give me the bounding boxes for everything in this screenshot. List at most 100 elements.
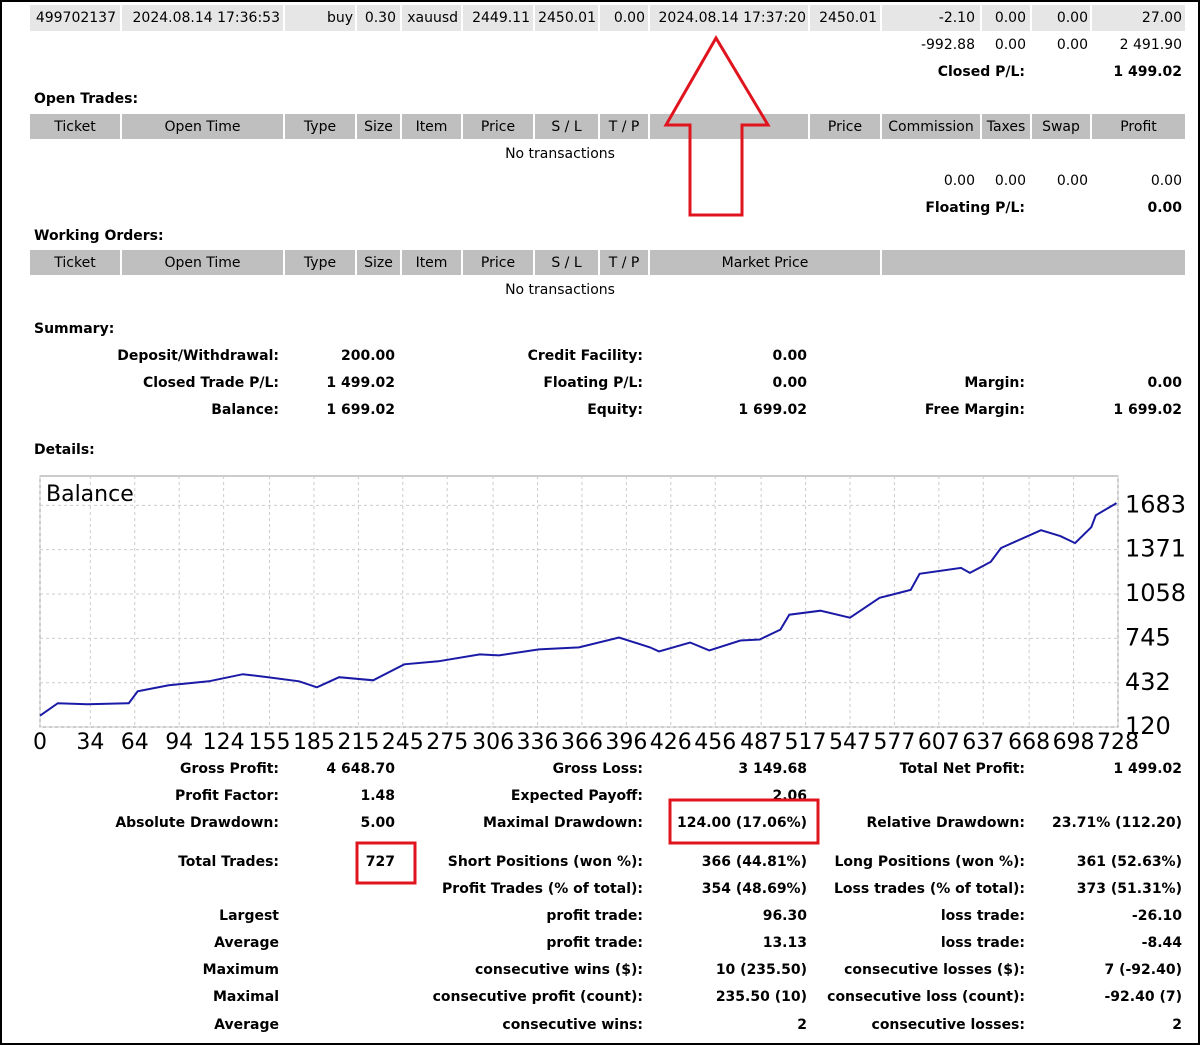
- header-text: S / L: [551, 255, 582, 271]
- stat-label: Equity:: [587, 402, 643, 418]
- y-tick-label: 120: [1125, 712, 1171, 740]
- stat-label: Free Margin:: [925, 402, 1025, 418]
- pl-label: Floating P/L:: [925, 200, 1025, 216]
- x-tick-label: 185: [293, 730, 335, 755]
- stat-value: 200.00: [341, 348, 395, 364]
- cell: buy: [327, 10, 353, 26]
- y-tick-label: 1058: [1125, 579, 1186, 607]
- annotation-box: [668, 798, 820, 845]
- stat-label: Profit Trades (% of total):: [442, 881, 643, 897]
- header-cell: [535, 114, 598, 139]
- x-tick-label: 517: [785, 730, 827, 755]
- header-text: Commission: [888, 119, 973, 135]
- stat-label: Expected Payoff:: [511, 788, 643, 804]
- stat-label: Floating P/L:: [543, 375, 643, 391]
- x-tick-label: 698: [1053, 730, 1095, 755]
- stat-value: 2: [1172, 1017, 1182, 1033]
- stat-value: 0.00: [772, 348, 807, 364]
- annotation-box: [355, 841, 417, 885]
- pl-label: Closed P/L:: [938, 64, 1025, 80]
- y-tick-label: 745: [1125, 623, 1171, 651]
- backgrounds: [30, 5, 1185, 275]
- header-cell: [600, 114, 648, 139]
- x-tick-label: 0: [33, 730, 47, 755]
- empty-note: No transactions: [505, 146, 615, 162]
- stat-value: 0.00: [1147, 375, 1182, 391]
- x-tick-label: 34: [76, 730, 104, 755]
- stat-value: 7 (-92.40): [1104, 962, 1182, 978]
- stat-label: Credit Facility:: [528, 348, 643, 364]
- stat-label: Maximal: [213, 989, 279, 1005]
- total-cell: 0.00: [995, 173, 1026, 189]
- header-text: Item: [416, 255, 448, 271]
- stat-value: -92.40 (7): [1104, 989, 1182, 1005]
- stat-label: Profit Factor:: [175, 788, 279, 804]
- x-tick-label: 94: [165, 730, 193, 755]
- header-cell: [535, 250, 598, 275]
- cell: 0.30: [365, 10, 396, 26]
- x-tick-label: 124: [203, 730, 245, 755]
- stat-label: Absolute Drawdown:: [115, 815, 279, 831]
- header-text: S / L: [551, 119, 582, 135]
- stat-value: 10 (235.50): [716, 962, 807, 978]
- stat-value: 2.06: [772, 788, 807, 804]
- stat-value: 0.00: [772, 375, 807, 391]
- stat-value: 23.71% (112.20): [1052, 815, 1182, 831]
- cell: 0.00: [614, 10, 645, 26]
- x-tick-label: 668: [1008, 730, 1050, 755]
- stat-value: 1 499.02: [1113, 761, 1182, 777]
- total-cell: 0.00: [1151, 173, 1182, 189]
- header-cell: [650, 250, 880, 275]
- header-cell: [882, 250, 1185, 275]
- stat-value: 354 (48.69%): [702, 881, 807, 897]
- header-text: Type: [303, 255, 336, 271]
- header-cell: [810, 114, 880, 139]
- stat-value: 1 699.02: [326, 402, 395, 418]
- header-text: Price: [828, 119, 862, 135]
- chart-title: Balance: [46, 482, 134, 507]
- y-tick-label: 1371: [1125, 535, 1186, 563]
- header-text: Size: [364, 255, 393, 271]
- stat-label: Gross Loss:: [553, 761, 643, 777]
- total-cell: 0.00: [995, 37, 1026, 53]
- plot-area: [39, 475, 1119, 728]
- header-cell: [882, 114, 980, 139]
- header-text: Market Price: [722, 255, 809, 271]
- header-text: Open Time: [164, 119, 240, 135]
- stat-label: Average: [214, 1017, 279, 1033]
- x-tick-label: 577: [873, 730, 915, 755]
- stat-value: 1 699.02: [1113, 402, 1182, 418]
- header-cell: [285, 250, 355, 275]
- header-cell: [463, 114, 533, 139]
- stat-label: Average: [214, 935, 279, 951]
- header-text: Taxes: [986, 119, 1026, 135]
- stat-value: 124.00 (17.06%): [677, 815, 807, 831]
- header-cell: [402, 114, 461, 139]
- stat-value: 727: [366, 854, 395, 870]
- cell: 2450.01: [819, 10, 877, 26]
- header-cell: [982, 114, 1030, 139]
- header-cell: [1032, 114, 1090, 139]
- stat-value: 2: [797, 1017, 807, 1033]
- stat-label: loss trade:: [941, 935, 1025, 951]
- stat-label: consecutive losses:: [872, 1017, 1025, 1033]
- header-cell: [357, 250, 400, 275]
- cell: 499702137: [36, 10, 116, 26]
- stat-label: Gross Profit:: [180, 761, 279, 777]
- header-cell: [402, 250, 461, 275]
- x-tick-label: 728: [1097, 730, 1139, 755]
- stat-label: Relative Drawdown:: [866, 815, 1025, 831]
- header-cell: [122, 250, 283, 275]
- stat-label: consecutive loss (count):: [827, 989, 1025, 1005]
- header-cell: [30, 250, 120, 275]
- x-tick-label: 64: [121, 730, 149, 755]
- stat-label: Largest: [219, 908, 279, 924]
- balance-line: [39, 502, 1118, 717]
- y-tick-label: 1683: [1125, 490, 1186, 518]
- cell: 2450.01: [538, 10, 596, 26]
- x-tick-label: 336: [517, 730, 559, 755]
- cell: 0.00: [1057, 10, 1088, 26]
- x-tick-label: 155: [249, 730, 291, 755]
- stat-value: 1 699.02: [738, 402, 807, 418]
